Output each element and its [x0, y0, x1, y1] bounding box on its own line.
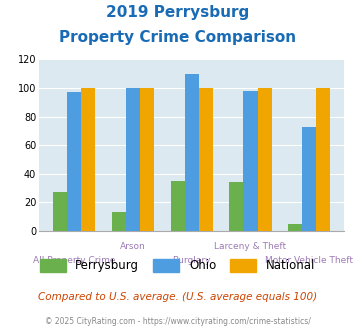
Bar: [112, 213, 126, 231]
Bar: [244, 91, 258, 231]
Bar: [316, 88, 331, 231]
Bar: [81, 88, 95, 231]
Text: Larceny & Theft: Larceny & Theft: [214, 242, 286, 251]
Bar: [67, 92, 81, 231]
Bar: [140, 88, 154, 231]
Legend: Perrysburg, Ohio, National: Perrysburg, Ohio, National: [36, 255, 319, 276]
Text: Burglary: Burglary: [173, 256, 211, 265]
Bar: [199, 88, 213, 231]
Text: © 2025 CityRating.com - https://www.cityrating.com/crime-statistics/: © 2025 CityRating.com - https://www.city…: [45, 317, 310, 326]
Bar: [258, 88, 272, 231]
Bar: [229, 182, 244, 231]
Bar: [302, 127, 316, 231]
Bar: [53, 192, 67, 231]
Text: Compared to U.S. average. (U.S. average equals 100): Compared to U.S. average. (U.S. average …: [38, 292, 317, 302]
Text: 2019 Perrysburg: 2019 Perrysburg: [106, 5, 249, 20]
Bar: [185, 74, 199, 231]
Text: All Property Crime: All Property Crime: [33, 256, 115, 265]
Text: Motor Vehicle Theft: Motor Vehicle Theft: [265, 256, 353, 265]
Text: Arson: Arson: [120, 242, 146, 251]
Bar: [126, 88, 140, 231]
Bar: [288, 224, 302, 231]
Text: Property Crime Comparison: Property Crime Comparison: [59, 30, 296, 45]
Bar: [170, 181, 185, 231]
